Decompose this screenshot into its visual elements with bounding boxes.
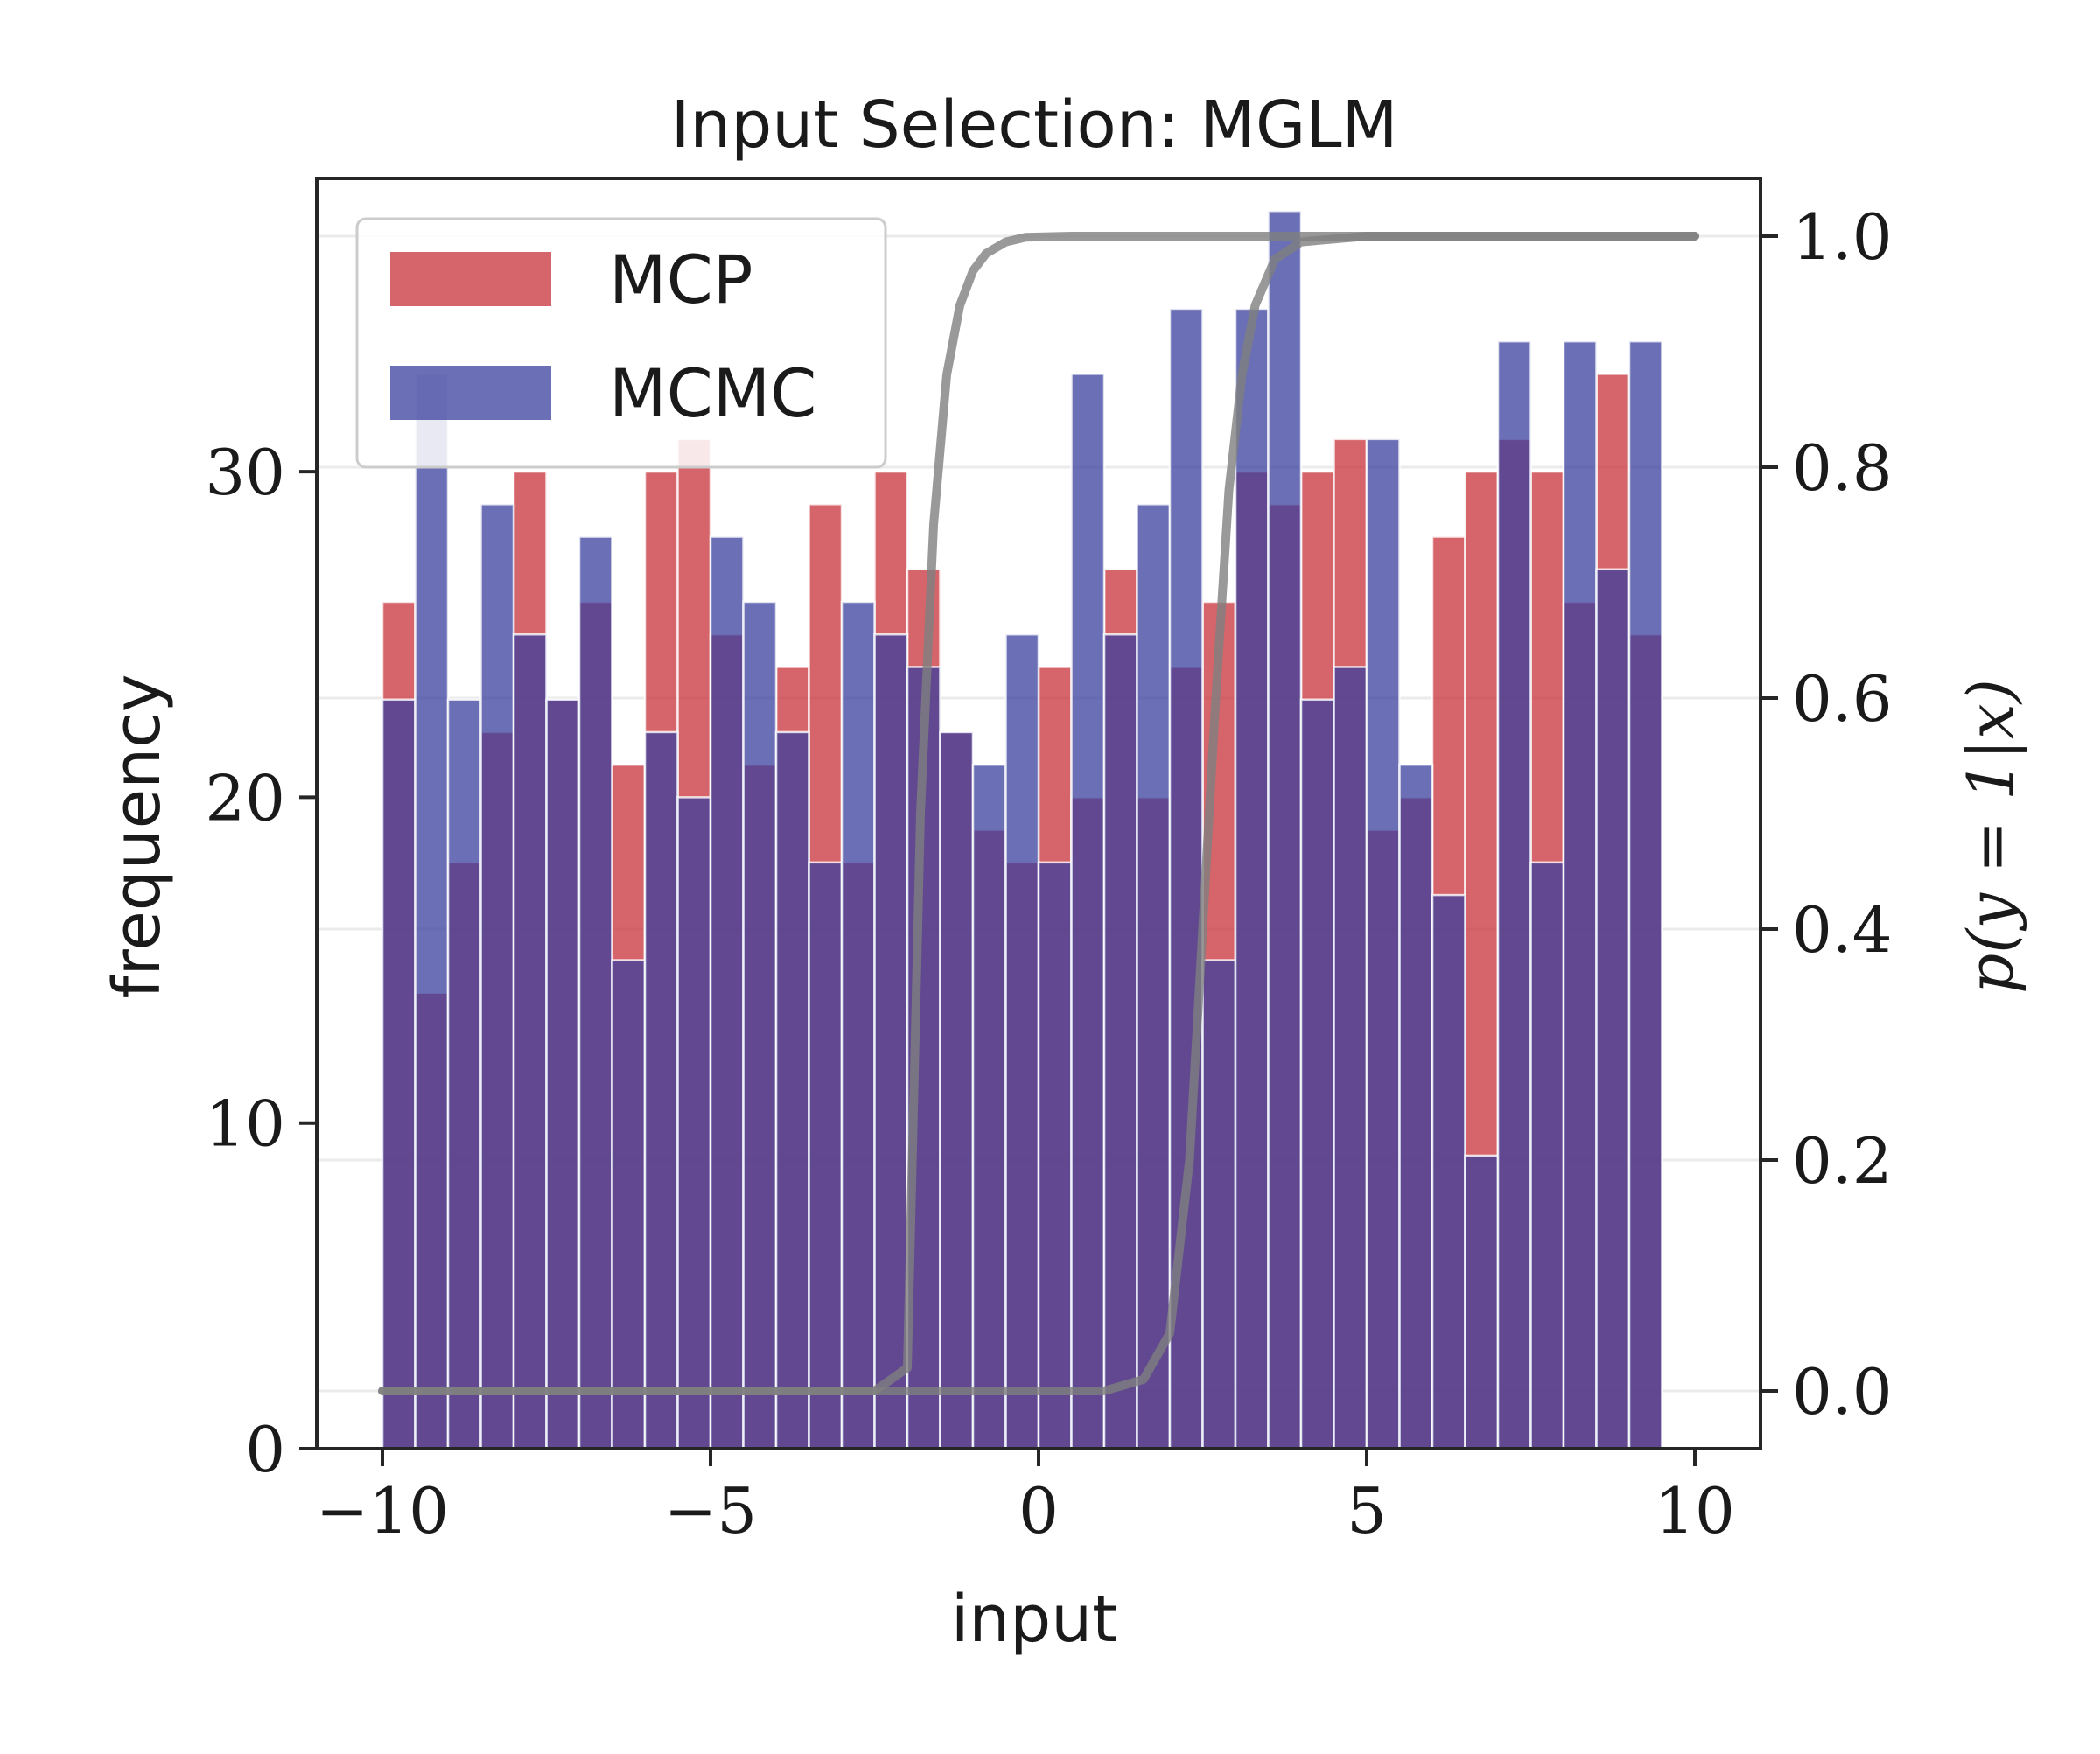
probability-curves [378,232,1699,1395]
probability-curve [378,232,1699,1395]
y2-axis-label: p(y = 1|x) [1954,679,2027,994]
bar-mcmc [1431,893,1466,1450]
bar-mcmc [381,698,416,1450]
y2-tick-label: 0.4 [1792,893,1893,967]
y-axis-label: frequency [100,674,175,998]
bar-mcmc [1102,632,1138,1450]
x-axis: −10 −5 0 5 10 [316,1449,1735,1548]
legend-swatch-mcmc [390,366,551,420]
bar-mcmc [1136,503,1172,1450]
bar-mcmc [1037,861,1073,1450]
bar-mcmc [1365,437,1401,1450]
y-tick-label: 20 [205,761,285,835]
bar-mcmc [446,698,482,1450]
bar-mcmc [774,730,810,1450]
bar-mcmc [1595,568,1631,1450]
x-tick-label: −10 [316,1474,449,1548]
x-tick-label: 5 [1347,1474,1387,1548]
bar-mcmc [939,730,975,1450]
y2-tick-label: 0.8 [1792,431,1893,505]
y2-tick-label: 0.0 [1792,1355,1893,1429]
bar-mcmc [873,632,909,1450]
bar-mcmc [1464,1154,1500,1450]
bar-mcmc [840,600,876,1450]
probability-curve [378,232,1699,1395]
y2-tick-label: 0.2 [1792,1124,1893,1198]
legend-swatch-mcp [390,252,551,306]
y-tick-label: 10 [205,1087,285,1161]
bar-mcmc [643,730,679,1450]
bar-mcmc [742,600,778,1450]
y-tick-label: 0 [245,1413,285,1486]
y2-tick-label: 1.0 [1792,200,1893,274]
bar-mcmc [480,503,515,1450]
bar-mcmc [414,373,450,1450]
bar-mcmc [1530,861,1565,1450]
legend-label-mcmc: MCMC [609,354,816,432]
bar-mcmc [1267,209,1303,1450]
bar-mcmc [545,698,581,1450]
x-axis-label: input [951,1582,1117,1657]
bar-mcmc [1333,666,1368,1450]
bar-mcmc [1234,307,1270,1450]
chart-title: Input Selection: MGLM [671,87,1398,163]
bar-mcmc [971,763,1007,1450]
legend: MCP MCMC [355,217,887,469]
bar-mcmc [709,535,745,1450]
bar-mcmc [1201,959,1237,1450]
y-tick-label: 30 [205,436,285,509]
legend-label-mcp: MCP [609,241,752,318]
y-axis-right: 0.0 0.2 0.4 0.6 0.8 1.0 [1760,200,1893,1429]
y-axis-left: 0 10 20 30 [205,436,317,1486]
bar-mcmc [1628,339,1663,1450]
y2-tick-label: 0.6 [1792,662,1893,736]
bar-mcmc [808,861,844,1450]
bar-mcmc [1562,339,1598,1450]
bar-mcmc [1070,373,1106,1450]
x-tick-label: 10 [1655,1474,1735,1548]
bar-mcmc [578,535,613,1450]
x-tick-label: 0 [1018,1474,1059,1548]
bar-mcmc [1398,763,1434,1450]
bar-mcmc [1004,632,1040,1450]
bar-mcmc [676,796,712,1450]
x-tick-label: −5 [664,1474,757,1548]
bar-mcmc [611,959,647,1450]
bar-mcmc [1299,698,1335,1450]
bar-mcmc [512,632,548,1450]
bar-mcmc [1496,339,1532,1450]
